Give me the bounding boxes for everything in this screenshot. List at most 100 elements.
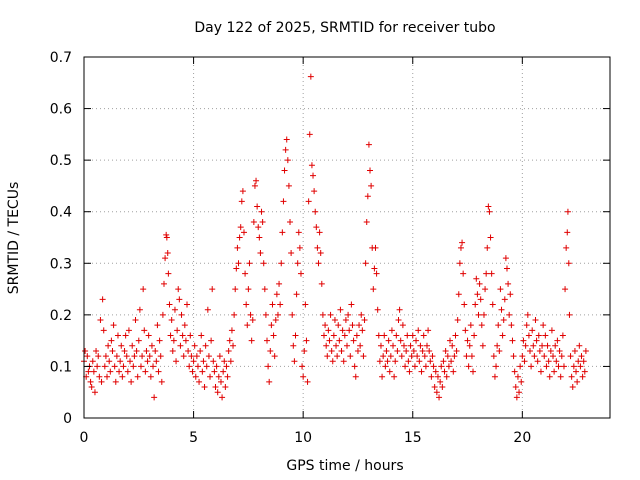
data-point xyxy=(532,317,539,324)
data-point xyxy=(392,358,399,365)
data-point xyxy=(178,311,185,318)
data-point xyxy=(127,358,134,365)
data-point xyxy=(478,322,485,329)
data-point xyxy=(106,358,113,365)
data-point xyxy=(483,270,490,277)
data-point xyxy=(487,234,494,241)
data-point xyxy=(439,384,446,391)
data-point xyxy=(533,337,540,344)
data-point xyxy=(107,368,114,375)
data-point xyxy=(383,347,390,354)
data-point xyxy=(340,358,347,365)
data-point xyxy=(387,353,394,360)
data-point xyxy=(328,347,335,354)
data-point xyxy=(269,301,276,308)
data-point xyxy=(108,337,115,344)
data-point xyxy=(181,322,188,329)
y-tick-label: 0.3 xyxy=(50,256,72,272)
data-point xyxy=(380,353,387,360)
data-point xyxy=(91,389,98,396)
data-point xyxy=(495,322,502,329)
data-point xyxy=(530,342,537,349)
data-point xyxy=(273,291,280,298)
data-point xyxy=(462,327,469,334)
data-point xyxy=(525,332,532,339)
data-point xyxy=(430,363,437,370)
data-point xyxy=(560,363,567,370)
data-point xyxy=(484,244,491,251)
data-point xyxy=(247,311,254,318)
data-point xyxy=(445,363,452,370)
data-point xyxy=(96,373,103,380)
data-point xyxy=(175,286,182,293)
data-point xyxy=(400,342,407,349)
data-point xyxy=(349,322,356,329)
data-point xyxy=(295,229,302,236)
data-point xyxy=(170,337,177,344)
data-point xyxy=(169,347,176,354)
data-point xyxy=(574,378,581,385)
data-point xyxy=(496,347,503,354)
data-point xyxy=(214,389,221,396)
data-point xyxy=(235,260,242,267)
data-point xyxy=(476,280,483,287)
data-point xyxy=(280,198,287,205)
data-point xyxy=(371,265,378,272)
data-point xyxy=(147,373,154,380)
data-point xyxy=(205,353,212,360)
data-point xyxy=(93,347,100,354)
data-point xyxy=(265,363,272,370)
data-point xyxy=(318,280,325,287)
data-point xyxy=(571,347,578,354)
data-point xyxy=(510,353,517,360)
data-point xyxy=(422,363,429,370)
data-point xyxy=(512,384,519,391)
data-point xyxy=(519,353,526,360)
data-point xyxy=(485,203,492,210)
data-point xyxy=(233,265,240,272)
data-point xyxy=(237,224,244,231)
data-point xyxy=(254,203,261,210)
data-point xyxy=(221,358,228,365)
data-point xyxy=(336,337,343,344)
data-point xyxy=(576,342,583,349)
data-point xyxy=(551,368,558,375)
data-point xyxy=(440,358,447,365)
data-point xyxy=(410,347,417,354)
data-point xyxy=(406,368,413,375)
data-point xyxy=(84,353,91,360)
data-point xyxy=(139,353,146,360)
data-point xyxy=(236,234,243,241)
data-point xyxy=(190,358,197,365)
data-point xyxy=(353,332,360,339)
data-point xyxy=(581,368,588,375)
data-point xyxy=(542,332,549,339)
data-point xyxy=(231,311,238,318)
data-point xyxy=(452,332,459,339)
data-point xyxy=(475,311,482,318)
data-point xyxy=(120,363,127,370)
data-point xyxy=(225,347,232,354)
data-point xyxy=(284,157,291,164)
data-point xyxy=(335,322,342,329)
data-point xyxy=(210,358,217,365)
data-point xyxy=(220,368,227,375)
data-point xyxy=(568,373,575,380)
data-point xyxy=(419,347,426,354)
data-point xyxy=(307,73,314,80)
data-point xyxy=(562,286,569,293)
data-point xyxy=(148,342,155,349)
data-point xyxy=(277,301,284,308)
data-point xyxy=(250,219,257,226)
data-point xyxy=(558,353,565,360)
data-point xyxy=(95,353,102,360)
data-point xyxy=(174,327,181,334)
data-point xyxy=(207,373,214,380)
data-point xyxy=(490,353,497,360)
data-point xyxy=(474,291,481,298)
data-point xyxy=(302,301,309,308)
data-point xyxy=(313,224,320,231)
data-point xyxy=(152,347,159,354)
data-point xyxy=(113,353,120,360)
data-point xyxy=(151,394,158,401)
